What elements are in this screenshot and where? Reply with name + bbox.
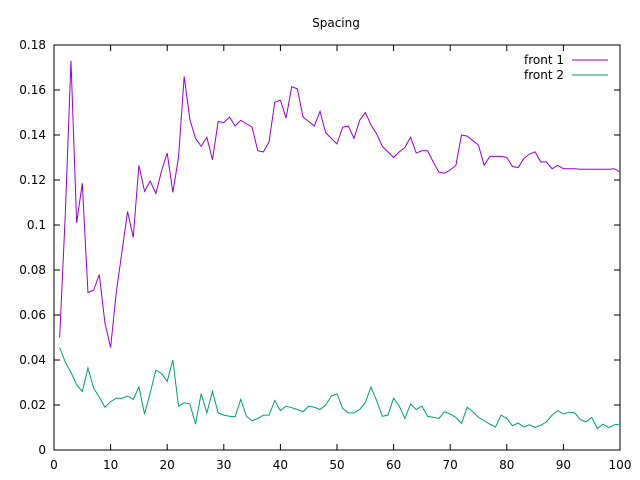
y-tick-label: 0.18 (19, 38, 46, 52)
x-tick-label: 40 (273, 458, 288, 472)
y-tick-label: 0.16 (19, 83, 46, 97)
y-tick-label: 0.08 (19, 263, 46, 277)
x-tick-label: 70 (443, 458, 458, 472)
y-tick-label: 0.1 (27, 218, 46, 232)
x-tick-label: 50 (329, 458, 344, 472)
y-tick-label: 0.06 (19, 308, 46, 322)
x-tick-label: 60 (386, 458, 401, 472)
legend-label-1: front 1 (524, 53, 564, 67)
x-tick-label: 80 (499, 458, 514, 472)
series-line-2 (59, 347, 621, 430)
y-tick-label: 0.12 (19, 173, 46, 187)
y-tick-label: 0.02 (19, 398, 46, 412)
chart-title: Spacing (312, 16, 360, 30)
x-tick-label: 90 (556, 458, 571, 472)
x-tick-label: 0 (50, 458, 58, 472)
x-tick-label: 20 (160, 458, 175, 472)
x-tick-label: 100 (609, 458, 632, 472)
y-tick-label: 0.04 (19, 353, 46, 367)
x-tick-label: 30 (216, 458, 231, 472)
y-tick-label: 0 (38, 443, 46, 457)
x-tick-label: 10 (103, 458, 118, 472)
series-line-1 (59, 60, 621, 348)
legend-label-2: front 2 (524, 68, 564, 82)
y-tick-label: 0.14 (19, 128, 46, 142)
